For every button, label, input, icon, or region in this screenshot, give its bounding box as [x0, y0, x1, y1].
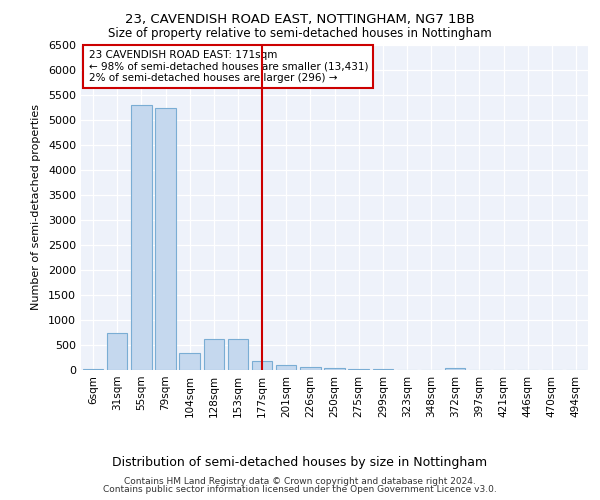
Text: Contains public sector information licensed under the Open Government Licence v3: Contains public sector information licen… [103, 485, 497, 494]
Bar [349, 369, 369, 370]
Text: 23 CAVENDISH ROAD EAST: 171sqm
← 98% of semi-detached houses are smaller (13,431: 23 CAVENDISH ROAD EAST: 171sqm ← 98% of … [89, 50, 368, 83]
Bar [227, 339, 248, 370]
Bar [107, 332, 127, 370]
Bar [300, 366, 320, 370]
Text: Contains HM Land Registry data © Crown copyright and database right 2024.: Contains HM Land Registry data © Crown c… [124, 477, 476, 486]
Text: Size of property relative to semi-detached houses in Nottingham: Size of property relative to semi-detach… [108, 28, 492, 40]
Bar [324, 368, 345, 370]
Bar [203, 339, 224, 370]
Bar [276, 365, 296, 370]
Text: Distribution of semi-detached houses by size in Nottingham: Distribution of semi-detached houses by … [112, 456, 488, 469]
Bar [445, 368, 466, 370]
Bar [252, 360, 272, 370]
Bar [373, 369, 393, 370]
Y-axis label: Number of semi-detached properties: Number of semi-detached properties [31, 104, 41, 310]
Bar [131, 105, 152, 370]
Bar [179, 352, 200, 370]
Bar [83, 368, 103, 370]
Bar [155, 108, 176, 370]
Text: 23, CAVENDISH ROAD EAST, NOTTINGHAM, NG7 1BB: 23, CAVENDISH ROAD EAST, NOTTINGHAM, NG7… [125, 12, 475, 26]
